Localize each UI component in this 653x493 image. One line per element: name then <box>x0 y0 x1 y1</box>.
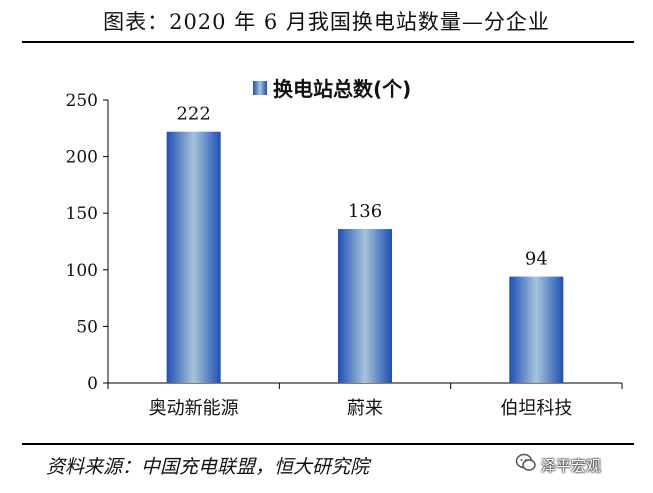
chart-title: 图表：2020 年 6 月我国换电站数量—分企业 <box>103 10 550 34</box>
data-label: 222 <box>176 104 210 125</box>
bottom-rule <box>22 443 634 445</box>
y-tick-label: 200 <box>66 148 98 168</box>
wechat-icon <box>515 453 536 471</box>
data-label: 136 <box>348 201 382 222</box>
top-rule <box>22 41 634 43</box>
bar <box>166 131 221 383</box>
bars-group: 222 136 94 <box>166 104 564 383</box>
y-tick-label: 100 <box>66 261 98 281</box>
y-tick-label: 150 <box>66 204 98 224</box>
source-note: 资料来源：中国充电联盟，恒大研究院 <box>46 456 370 478</box>
legend-label: 换电站总数(个) <box>273 77 411 101</box>
category-label: 奥动新能源 <box>149 398 239 419</box>
bar <box>509 276 564 383</box>
category-label: 蔚来 <box>347 398 383 419</box>
category-label: 伯坦科技 <box>500 398 572 419</box>
watermark-text: 泽平宏观 <box>541 457 602 475</box>
legend-swatch <box>253 81 267 95</box>
legend: 换电站总数(个) <box>253 77 411 101</box>
data-label: 94 <box>525 249 548 270</box>
y-tick-label: 0 <box>87 374 98 394</box>
y-tick-label: 50 <box>76 317 98 337</box>
bar <box>338 229 392 383</box>
y-tick-label: 250 <box>66 91 98 111</box>
